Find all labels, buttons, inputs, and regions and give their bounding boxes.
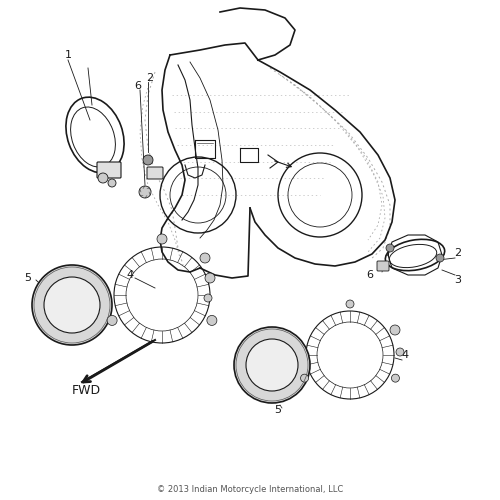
- Circle shape: [390, 325, 400, 335]
- Circle shape: [207, 316, 217, 326]
- Text: 4: 4: [402, 350, 408, 360]
- Circle shape: [200, 253, 210, 263]
- Circle shape: [139, 186, 151, 198]
- Text: 6: 6: [366, 270, 374, 280]
- Text: 2: 2: [454, 248, 462, 258]
- Circle shape: [436, 254, 444, 262]
- Circle shape: [246, 339, 298, 391]
- Circle shape: [143, 155, 153, 165]
- Circle shape: [108, 179, 116, 187]
- Circle shape: [346, 300, 354, 308]
- Circle shape: [300, 374, 308, 382]
- Circle shape: [107, 316, 117, 326]
- FancyBboxPatch shape: [377, 261, 389, 271]
- Circle shape: [157, 234, 167, 244]
- Text: 6: 6: [134, 81, 141, 91]
- FancyBboxPatch shape: [147, 167, 163, 179]
- Text: 5: 5: [274, 405, 281, 415]
- Circle shape: [98, 173, 108, 183]
- Text: 1: 1: [64, 50, 71, 60]
- Circle shape: [392, 374, 400, 382]
- Text: © 2013 Indian Motorcycle International, LLC: © 2013 Indian Motorcycle International, …: [157, 486, 343, 494]
- Circle shape: [396, 348, 404, 356]
- Text: 3: 3: [454, 275, 462, 285]
- Circle shape: [386, 244, 394, 252]
- Circle shape: [234, 327, 310, 403]
- FancyBboxPatch shape: [97, 162, 121, 178]
- Text: FWD: FWD: [72, 384, 101, 396]
- Circle shape: [44, 277, 100, 333]
- Text: 2: 2: [146, 73, 154, 83]
- Circle shape: [205, 273, 215, 283]
- Text: 5: 5: [24, 273, 32, 283]
- Circle shape: [32, 265, 112, 345]
- Text: 4: 4: [126, 270, 134, 280]
- Circle shape: [204, 294, 212, 302]
